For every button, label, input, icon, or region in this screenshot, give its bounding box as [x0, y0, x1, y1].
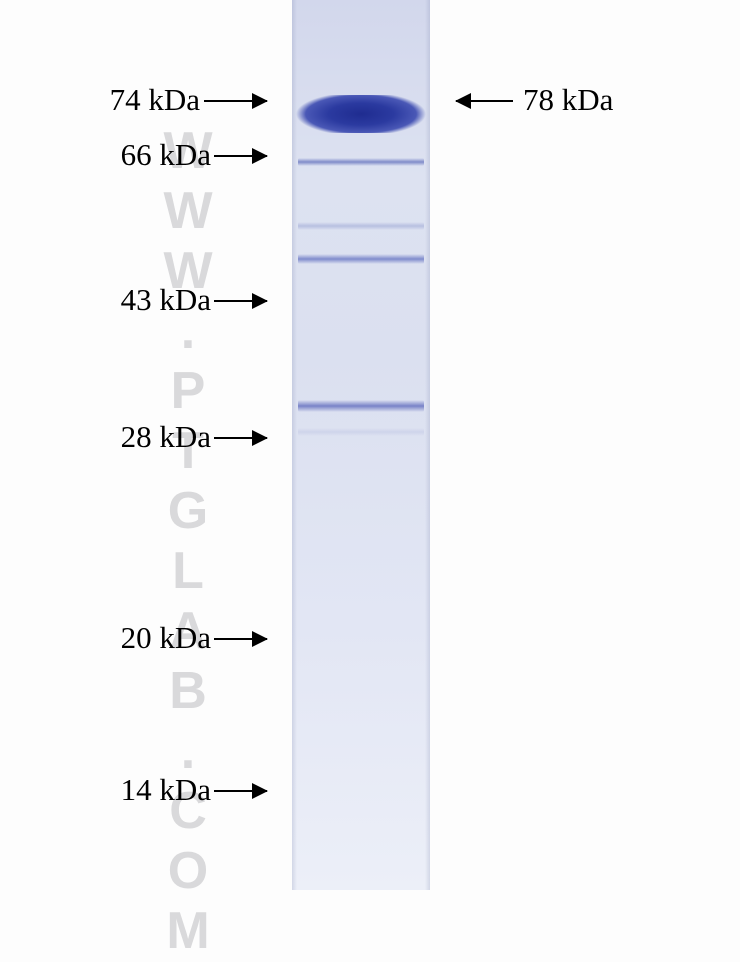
marker-label-28: 28 kDa: [0, 419, 211, 455]
marker-arrow-74: [204, 100, 267, 102]
marker-label-66: 66 kDa: [0, 137, 211, 173]
marker-arrow-14: [214, 790, 267, 792]
marker-label-20: 20 kDa: [0, 620, 211, 656]
marker-arrow-66: [214, 155, 267, 157]
lane-edge-right: [425, 0, 430, 890]
lane-edge-left: [292, 0, 297, 890]
marker-label-74: 74 kDa: [0, 82, 200, 118]
marker-arrow-20: [214, 638, 267, 640]
marker-label-43: 43 kDa: [0, 282, 211, 318]
band-30k: [298, 400, 424, 412]
target-arrow-78: [456, 100, 513, 102]
band-mid1: [298, 222, 424, 230]
marker-arrow-28: [214, 437, 267, 439]
marker-arrow-43: [214, 300, 267, 302]
watermark: WWW.PTGLAB.COM: [158, 122, 218, 962]
band-66k: [298, 158, 424, 166]
target-label-78: 78 kDa: [523, 82, 613, 118]
band-mid2: [298, 254, 424, 264]
marker-label-14: 14 kDa: [0, 772, 211, 808]
gel-lane: [292, 0, 430, 890]
band-28k-faint: [298, 428, 424, 436]
band-78k-main: [296, 95, 426, 133]
